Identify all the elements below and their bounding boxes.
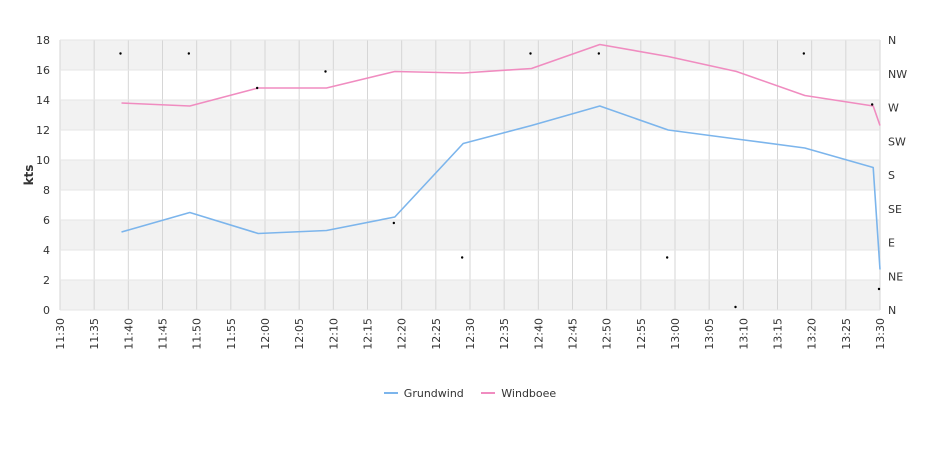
direction-tick-label: SW [888,135,906,148]
x-tick-label: 13:15 [772,318,785,350]
direction-marker [187,52,191,55]
x-tick-label: 13:20 [806,318,819,350]
legend-label-windboee: Windboee [501,386,557,400]
legend-swatch-grundwind [383,392,398,394]
direction-tick-label: N [888,34,896,47]
y-tick-label: 18 [36,34,50,47]
y-tick-label: 10 [36,154,50,167]
direction-marker [324,70,327,73]
series-line-grundwind [121,105,881,270]
direction-marker [529,52,532,55]
x-tick-label: 13:00 [669,318,682,350]
y-tick-label: 14 [36,94,50,107]
legend-item-windboee[interactable]: Windboee [481,387,556,400]
legend: Grundwind Windboee [0,384,940,400]
y-tick-label: 8 [43,184,50,197]
y-tick-label: 12 [36,124,50,137]
direction-marker [802,52,806,55]
y-axis-title: kts [22,165,36,186]
direction-tick-label: SE [888,203,902,216]
direction-tick-label: E [888,237,895,250]
direction-axis-ticks: N NW W SW S SE E NE N [888,34,907,317]
legend-item-grundwind[interactable]: Grundwind [383,386,464,400]
x-tick-label: 13:25 [840,318,853,350]
y-tick-label: 16 [36,64,50,77]
x-tick-label: 12:25 [430,318,443,350]
x-tick-label: 12:40 [532,318,545,350]
x-tick-label: 11:45 [157,318,170,350]
x-tick-label: 11:40 [122,318,135,350]
vertical-gridlines [59,40,881,310]
x-tick-label: 13:30 [874,318,887,350]
x-tick-label: 12:50 [601,318,614,350]
x-tick-label: 12:15 [362,318,375,350]
direction-marker [877,287,881,291]
direction-tick-label: N [888,304,896,317]
direction-tick-label: W [888,102,899,115]
direction-marker [597,52,601,55]
x-tick-label: 11:55 [225,318,238,350]
y-tick-label: 6 [43,214,50,227]
x-tick-label: 13:05 [703,318,716,350]
x-axis-ticks: 11:30 11:35 11:40 11:45 11:50 11:55 12:00 12:05… [54,318,887,350]
y-tick-label: 0 [43,304,50,317]
y-axis-ticks: 0 2 4 6 8 10 12 14 16 18 [36,34,50,317]
x-tick-label: 12:00 [259,318,272,350]
direction-markers [119,52,881,309]
wind-chart: 0 2 4 6 8 10 12 14 16 18 N NW W SW S SE E NE N 11:30 11:35… [22,34,907,350]
x-tick-label: 11:30 [54,318,67,350]
y-tick-label: 4 [43,244,50,257]
direction-tick-label: S [888,169,895,182]
direction-marker [665,256,669,259]
x-tick-label: 12:10 [327,318,340,350]
x-tick-label: 13:10 [737,318,750,350]
direction-marker [734,305,737,309]
x-tick-label: 12:05 [293,318,306,350]
direction-marker [460,256,464,259]
direction-marker [392,221,396,225]
legend-swatch-windboee [481,392,496,394]
x-tick-label: 12:30 [464,318,477,350]
horizontal-gridlines [60,39,880,311]
x-tick-label: 12:35 [498,318,511,350]
direction-tick-label: NW [888,68,907,81]
direction-tick-label: NE [888,270,903,283]
x-tick-label: 12:55 [635,318,648,350]
direction-marker [255,86,259,90]
x-tick-label: 11:50 [191,318,204,350]
x-tick-label: 12:20 [396,318,409,350]
x-tick-label: 12:45 [567,318,580,350]
direction-marker [119,52,122,55]
y-tick-label: 2 [43,274,50,287]
legend-label-grundwind: Grundwind [403,386,464,400]
direction-marker [870,103,874,106]
x-tick-label: 11:35 [88,318,101,350]
